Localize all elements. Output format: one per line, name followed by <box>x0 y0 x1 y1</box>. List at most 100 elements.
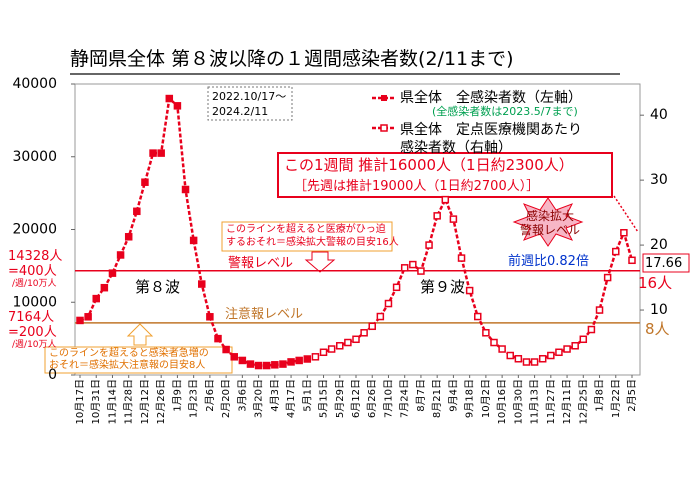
point <box>165 94 174 103</box>
y-tick-label: 10000 <box>12 294 57 310</box>
x-tick-label: 4月17日 <box>285 379 297 418</box>
y-tick-label: 30000 <box>12 149 57 165</box>
point <box>620 228 628 237</box>
point <box>100 283 109 292</box>
last-value-label: 17.66 <box>645 256 683 271</box>
point <box>538 355 547 363</box>
x-tick-label: 10月31日 <box>90 379 102 424</box>
ref-note: おそれ＝感染拡大注意報の目安8人 <box>49 360 206 371</box>
point <box>181 185 190 194</box>
ref-right-label: 16人 <box>638 274 673 292</box>
point <box>417 267 425 275</box>
point <box>603 273 612 282</box>
point <box>271 361 279 369</box>
x-tick-label: 12月11日 <box>561 379 573 424</box>
point <box>555 348 563 357</box>
point <box>563 345 571 353</box>
chart-title: 静岡県全体 第８波以降の１週間感染者数(2/11まで) <box>70 48 514 70</box>
point <box>368 322 376 331</box>
point <box>547 351 555 360</box>
alert-pointer <box>613 195 639 233</box>
caution-arrow <box>126 323 154 346</box>
point <box>344 338 352 347</box>
x-tick-label: 4月3日 <box>269 379 281 412</box>
ref-note: するおそれ＝感染拡大警報の目安16人 <box>226 237 399 248</box>
ref-line-name: 注意報レベル <box>225 307 304 322</box>
x-tick-label: 1月8日 <box>594 379 606 412</box>
point <box>457 254 466 262</box>
point <box>482 329 490 337</box>
legend-marker <box>381 95 387 101</box>
x-tick-label: 3月6日 <box>236 379 248 412</box>
y2-tick-label: 20 <box>650 237 668 253</box>
point <box>141 178 149 186</box>
point <box>222 345 230 354</box>
y-tick-label: 40000 <box>12 76 57 92</box>
point <box>409 260 417 269</box>
x-tick-label: 11月13日 <box>529 379 541 424</box>
x-tick-label: 10月17日 <box>74 379 86 424</box>
point <box>319 348 328 357</box>
point <box>612 247 620 256</box>
point <box>384 299 393 308</box>
point <box>490 338 498 347</box>
point <box>116 251 125 259</box>
ref-left-label: /週/10万人 <box>12 340 57 350</box>
x-tick-label: 6月26日 <box>366 379 378 418</box>
point <box>262 361 271 370</box>
x-tick-label: 5月15日 <box>318 379 330 418</box>
x-tick-label: 11月27日 <box>545 379 557 424</box>
series-line <box>314 196 634 364</box>
point <box>498 345 506 353</box>
x-tick-label: 2月20日 <box>220 379 232 418</box>
x-tick-label: 6月12日 <box>350 379 362 418</box>
y2-tick-label: 40 <box>650 107 668 123</box>
summary-box <box>277 152 613 198</box>
point <box>522 358 531 366</box>
point <box>287 358 295 366</box>
point <box>108 269 117 277</box>
point <box>376 312 385 321</box>
legend-marker <box>380 124 388 132</box>
x-tick-label: 11月28日 <box>123 379 135 424</box>
point <box>279 360 287 368</box>
wave-label: 第９波 <box>420 278 466 296</box>
ref-note: このラインを超えると感染者急増の <box>49 348 209 359</box>
point <box>352 335 360 344</box>
x-tick-label: 5月1日 <box>301 379 313 412</box>
ref-left-label: 7164人 <box>8 310 55 325</box>
point <box>360 329 368 337</box>
point <box>425 241 433 249</box>
x-tick-label: 1月9日 <box>171 379 183 412</box>
y-tick-label: 20000 <box>12 222 57 238</box>
point <box>392 283 401 292</box>
point <box>198 280 206 288</box>
ref-left-label: 14328人 <box>8 249 63 264</box>
point <box>530 358 539 366</box>
x-tick-label: 3月20日 <box>253 379 265 418</box>
ref-left-label: /週/10万人 <box>12 279 57 289</box>
x-tick-label: 10月16日 <box>496 379 508 424</box>
point <box>579 335 588 344</box>
y-tick-label: 0 <box>48 367 57 383</box>
alert-star <box>512 197 584 247</box>
point <box>133 207 141 216</box>
point <box>449 215 458 223</box>
legend-note: (全感染者数は2023.5/7まで) <box>432 105 578 118</box>
point <box>238 356 247 365</box>
point <box>303 355 312 363</box>
point <box>124 233 133 241</box>
point <box>254 361 263 370</box>
week-ratio: 前週比0.82倍 <box>508 254 589 269</box>
point <box>173 102 182 110</box>
alert-text: 感染拡大 <box>526 209 575 223</box>
warning-arrow <box>304 251 336 273</box>
x-tick-label: 7月10日 <box>382 379 394 418</box>
x-tick-label: 10月30日 <box>512 379 524 424</box>
ref-line-name: 警報レベル <box>228 256 294 271</box>
x-tick-label: 5月29日 <box>334 379 346 418</box>
last-value-box <box>642 253 690 273</box>
period-start: 2022.10/17～ <box>212 90 287 103</box>
x-tick-label: 10月2日 <box>480 379 492 418</box>
